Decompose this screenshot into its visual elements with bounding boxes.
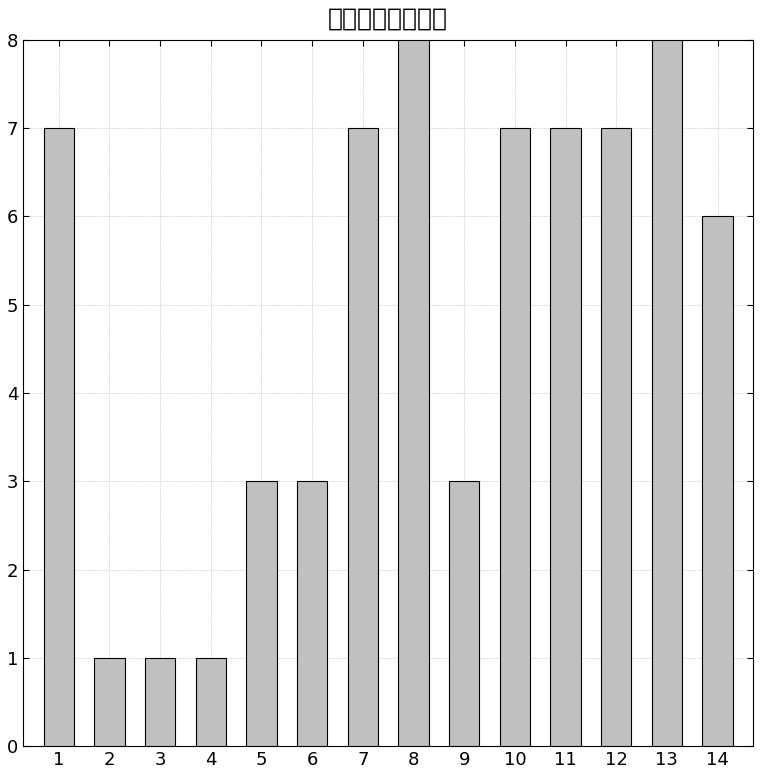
Bar xyxy=(398,40,429,747)
Bar xyxy=(347,128,378,747)
Bar xyxy=(550,128,581,747)
Title: 时间特性分类结果: 时间特性分类结果 xyxy=(328,7,448,31)
Bar xyxy=(652,40,682,747)
Bar xyxy=(246,481,277,747)
Bar xyxy=(601,128,632,747)
Bar xyxy=(43,128,74,747)
Bar xyxy=(499,128,530,747)
Bar xyxy=(702,217,733,747)
Bar xyxy=(449,481,480,747)
Bar xyxy=(297,481,328,747)
Bar xyxy=(195,658,226,747)
Bar xyxy=(94,658,125,747)
Bar xyxy=(145,658,176,747)
